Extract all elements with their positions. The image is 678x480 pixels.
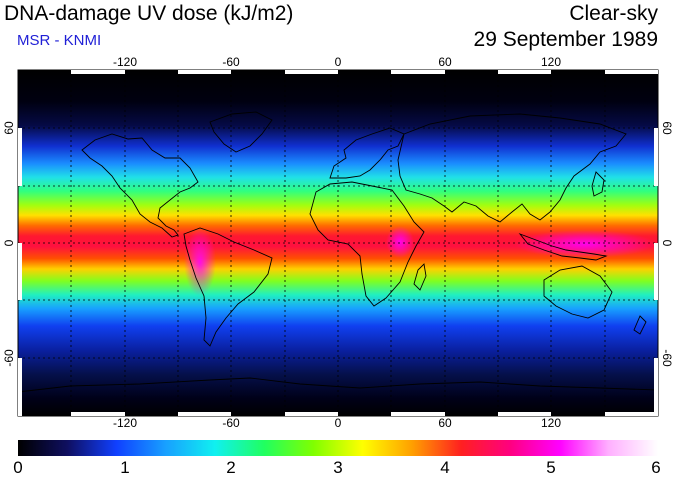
- colorbar-tick-label: 1: [120, 458, 130, 477]
- lon-label: 60: [438, 55, 452, 69]
- lat-label: 0: [660, 240, 674, 247]
- asia-coast: [397, 113, 627, 223]
- antarctica-coast: [17, 377, 659, 393]
- frame-segment: [71, 70, 125, 74]
- lat-label: 0: [2, 239, 16, 246]
- australia-coast: [543, 265, 613, 319]
- map-source: MSR - KNMI: [17, 32, 102, 49]
- new-zealand-coast: [633, 315, 647, 335]
- frame-segment: [391, 70, 445, 74]
- uv-hotspots: [184, 226, 655, 296]
- frame-segment: [654, 243, 658, 300]
- lon-label: -60: [222, 55, 240, 69]
- map-title: DNA-damage UV dose (kJ/m2): [4, 2, 294, 25]
- lon-label: -120: [113, 55, 137, 69]
- lat-label: 60: [660, 121, 674, 135]
- indonesia-coast: [518, 233, 608, 261]
- frame-segment: [498, 70, 551, 74]
- longitude-labels-top: -120 -60 0 60 120: [113, 55, 561, 69]
- north-america-coast: [81, 133, 199, 238]
- south-america-coast: [183, 227, 273, 347]
- frame-segment: [498, 412, 551, 416]
- coastlines: [17, 111, 659, 393]
- map-frame: [17, 69, 659, 417]
- frame-segment: [654, 358, 658, 416]
- latitude-labels-right: 60 0 -60: [660, 121, 674, 367]
- lon-label: -60: [222, 416, 240, 430]
- frame-segment: [178, 412, 231, 416]
- lon-label: 0: [335, 416, 342, 430]
- andes-hotspot: [184, 228, 216, 296]
- lon-label: -120: [113, 416, 137, 430]
- frame-segment: [285, 412, 338, 416]
- frame-segment: [178, 70, 231, 74]
- frame-segment: [654, 128, 658, 186]
- sky-condition: Clear-sky: [569, 2, 658, 25]
- lon-label: 60: [438, 416, 452, 430]
- frame-segment: [391, 412, 445, 416]
- japan-coast: [591, 171, 605, 197]
- colorbar-tick-label: 2: [226, 458, 236, 477]
- colorbar-tick-label: 3: [333, 458, 343, 477]
- lat-label: 60: [2, 121, 16, 135]
- lon-label: 120: [541, 416, 561, 430]
- frame-segment: [605, 70, 658, 74]
- colorbar-tick-label: 5: [546, 458, 556, 477]
- colorbar: [18, 440, 658, 456]
- madagascar-coast: [413, 263, 427, 291]
- greenland-coast: [209, 111, 273, 153]
- frame-segment: [71, 412, 125, 416]
- lat-label: -60: [660, 349, 674, 367]
- frame-segment: [18, 358, 22, 416]
- frame-segment: [18, 243, 22, 300]
- frame-segment: [18, 128, 22, 186]
- latitude-labels-left: 60 0 -60: [2, 121, 16, 367]
- frame-segment: [605, 412, 658, 416]
- lon-label: 120: [541, 55, 561, 69]
- map-date: 29 September 1989: [473, 28, 658, 51]
- africa-coast: [309, 181, 425, 307]
- graticule: [18, 70, 658, 416]
- longitude-labels-bottom: -120 -60 0 60 120: [113, 416, 561, 430]
- maritime-continent-hotspot: [515, 230, 655, 258]
- lon-label: 0: [335, 55, 342, 69]
- frame-segment: [285, 70, 338, 74]
- colorbar-tick-label: 0: [13, 458, 23, 477]
- colorbar-tick-label: 6: [651, 458, 661, 477]
- colorbar-tick-label: 4: [440, 458, 450, 477]
- lat-label: -60: [2, 349, 16, 367]
- east-africa-hotspot: [386, 226, 414, 258]
